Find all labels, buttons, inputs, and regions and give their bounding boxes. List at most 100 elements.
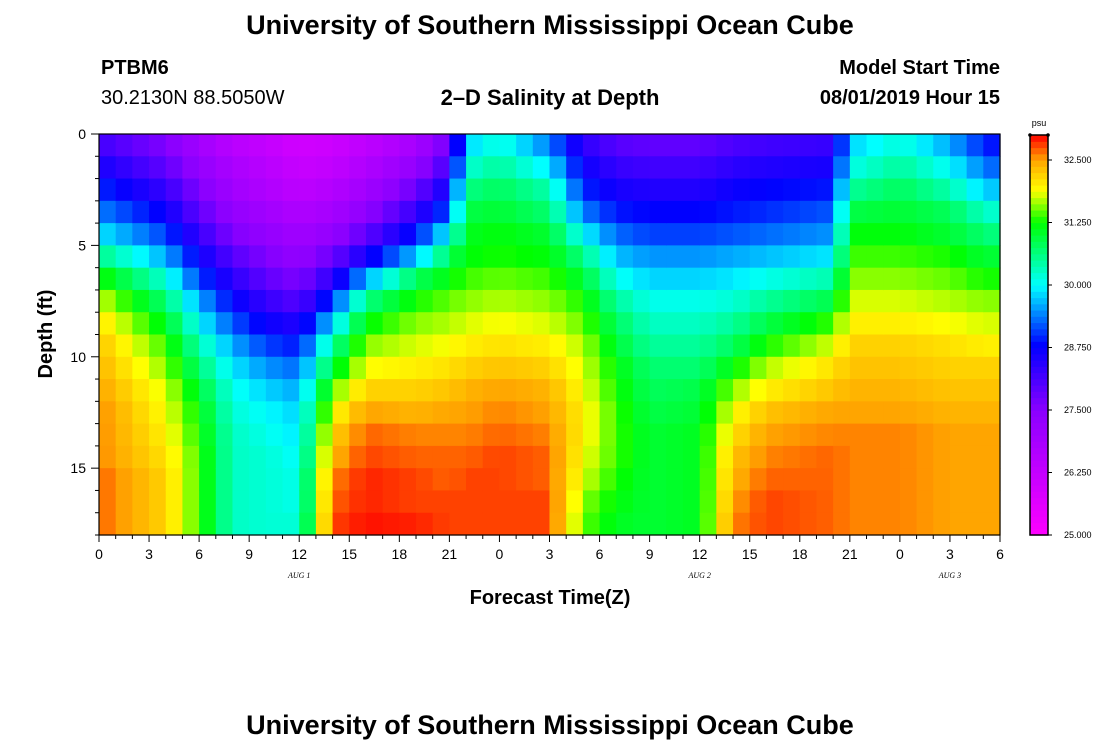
heatmap-cell xyxy=(449,223,467,246)
colorbar-swatch xyxy=(1030,410,1048,417)
heatmap-cell xyxy=(332,423,350,447)
colorbar-label: 27.500 xyxy=(1064,405,1092,415)
heatmap-cell xyxy=(199,289,217,313)
heatmap-cell xyxy=(265,267,284,291)
heatmap-cell xyxy=(299,445,317,469)
heatmap-cell xyxy=(315,223,334,246)
heatmap-cell xyxy=(299,423,317,447)
heatmap-cell xyxy=(149,245,167,269)
heatmap-cell xyxy=(566,267,584,291)
heatmap-cell xyxy=(382,178,400,202)
heatmap-cell xyxy=(716,512,734,536)
heatmap-cell xyxy=(416,156,434,180)
heatmap-cell xyxy=(883,445,901,469)
heatmap-cell xyxy=(99,379,117,402)
heatmap-cell xyxy=(265,423,284,447)
heatmap-cell xyxy=(883,289,901,313)
heatmap-cell xyxy=(883,423,901,447)
heatmap-cell xyxy=(966,379,984,402)
heatmap-cell xyxy=(849,245,868,269)
heatmap-cell xyxy=(933,490,951,514)
heatmap-cell xyxy=(799,468,818,492)
date-label: AUG 3 xyxy=(938,571,961,580)
heatmap-cell xyxy=(916,223,934,246)
heatmap-cell xyxy=(783,289,801,313)
heatmap-cell xyxy=(983,178,1001,202)
heatmap-cell xyxy=(599,267,617,291)
heatmap-cell xyxy=(666,401,684,425)
heatmap-cell xyxy=(549,200,567,224)
heatmap-cell xyxy=(365,379,384,402)
heatmap-cell xyxy=(149,379,167,402)
heatmap-cell xyxy=(682,200,701,224)
heatmap-cell xyxy=(432,267,450,291)
heatmap-cell xyxy=(349,134,367,157)
heatmap-cell xyxy=(416,334,434,358)
heatmap-cell xyxy=(949,267,968,291)
x-tick-label: 18 xyxy=(392,546,408,562)
heatmap-cell xyxy=(949,401,968,425)
heatmap-cell xyxy=(849,512,868,536)
heatmap-cell xyxy=(716,267,734,291)
heatmap-cell xyxy=(649,178,667,202)
heatmap-cell xyxy=(783,468,801,492)
heatmap-cell xyxy=(966,178,984,202)
heatmap-cell xyxy=(249,423,267,447)
heatmap-cell xyxy=(849,134,868,157)
heatmap-cell xyxy=(315,267,334,291)
heatmap-cell xyxy=(232,401,250,425)
heatmap-cell xyxy=(599,445,617,469)
heatmap-cell xyxy=(649,223,667,246)
heatmap-cell xyxy=(632,512,651,536)
colorbar-swatch xyxy=(1030,485,1048,492)
colorbar-label: 31.250 xyxy=(1064,218,1092,228)
heatmap-cell xyxy=(749,379,768,402)
heatmap-cell xyxy=(115,423,133,447)
heatmap-cell xyxy=(449,267,467,291)
heatmap-cell xyxy=(799,267,818,291)
heatmap-cell xyxy=(299,134,317,157)
heatmap-cell xyxy=(132,289,150,313)
heatmap-cell xyxy=(282,289,300,313)
heatmap-cell xyxy=(783,200,801,224)
heatmap-cell xyxy=(165,401,184,425)
heatmap-cell xyxy=(265,156,284,180)
colorbar-frame xyxy=(1029,134,1049,536)
heatmap-cell xyxy=(883,156,901,180)
heatmap-cell xyxy=(399,178,417,202)
heatmap-cell xyxy=(783,490,801,514)
heatmap-cell xyxy=(349,200,367,224)
heatmap-cell xyxy=(432,245,450,269)
heatmap-cell xyxy=(115,401,133,425)
heatmap-cell xyxy=(799,245,818,269)
heatmap-cell xyxy=(816,200,834,224)
heatmap-cell xyxy=(265,178,284,202)
heatmap-cell xyxy=(215,289,234,313)
heatmap-cell xyxy=(916,178,934,202)
heatmap-cell xyxy=(899,512,918,536)
model-start-label: Model Start Time xyxy=(839,57,1000,79)
heatmap-cell xyxy=(749,356,768,380)
heatmap-cell xyxy=(99,312,117,336)
heatmap-cell xyxy=(215,401,234,425)
heatmap-cell xyxy=(182,156,200,180)
heatmap-cell xyxy=(949,156,968,180)
heatmap-cell xyxy=(649,490,667,514)
heatmap-cell xyxy=(349,356,367,380)
heatmap-cell xyxy=(949,356,968,380)
heatmap-cell xyxy=(432,490,450,514)
heatmap-cell xyxy=(199,379,217,402)
heatmap-cell xyxy=(866,512,884,536)
heatmap-cell xyxy=(199,223,217,246)
heatmap-cell xyxy=(599,134,617,157)
heatmap-cell xyxy=(199,245,217,269)
heatmap-cell xyxy=(966,468,984,492)
heatmap-cell xyxy=(115,334,133,358)
heatmap-cell xyxy=(616,468,634,492)
heatmap-cell xyxy=(132,334,150,358)
heatmap-cell xyxy=(899,423,918,447)
heatmap-cell xyxy=(332,356,350,380)
heatmap-cell xyxy=(566,312,584,336)
heatmap-cell xyxy=(766,156,784,180)
heatmap-cell xyxy=(115,178,133,202)
